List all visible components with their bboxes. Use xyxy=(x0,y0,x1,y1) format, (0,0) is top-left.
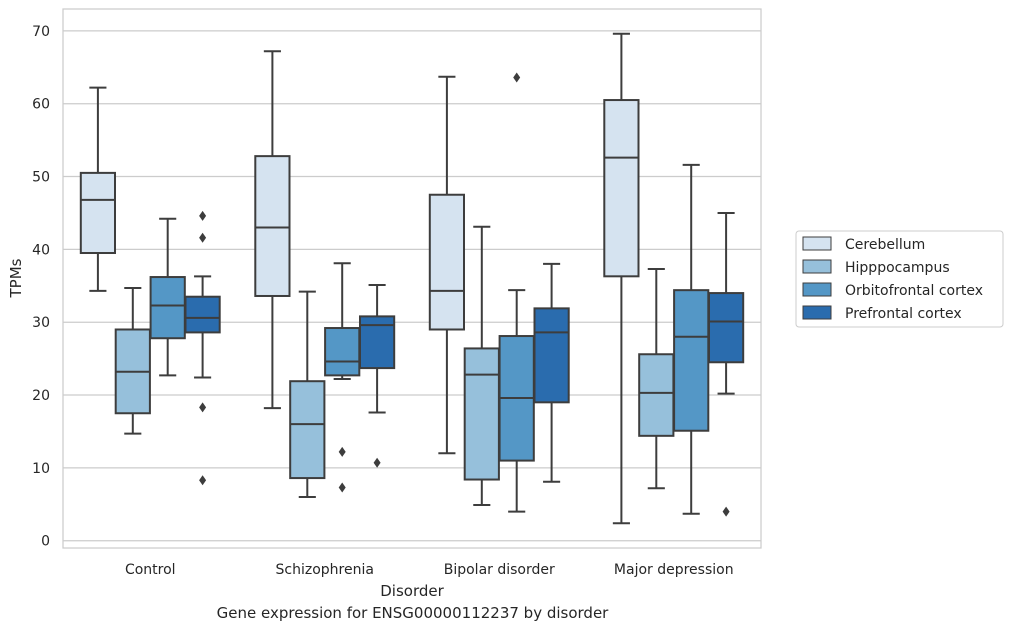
outlier-point xyxy=(513,72,521,83)
box-series xyxy=(79,32,745,525)
outlier-point xyxy=(199,475,207,486)
legend: Cerebellum Hipppocampus Orbitofrontal cort… xyxy=(795,230,1004,328)
outlier-point xyxy=(199,402,207,413)
legend-label: Hipppocampus xyxy=(845,260,950,276)
x-tick-label: Control xyxy=(125,562,176,578)
box-group xyxy=(114,286,151,435)
legend-label: Prefrontal cortex xyxy=(845,306,962,322)
plot-area-frame xyxy=(62,8,762,549)
box xyxy=(603,99,640,278)
box xyxy=(324,327,361,377)
outlier-point xyxy=(373,457,381,468)
box xyxy=(707,292,745,364)
outlier-point xyxy=(338,482,346,493)
y-tick-label: 70 xyxy=(32,24,50,40)
box-group xyxy=(638,268,675,490)
legend-label: Orbitofrontal cortex xyxy=(845,283,983,299)
legend-frame xyxy=(795,230,1004,328)
x-tick-label: Bipolar disorder xyxy=(444,562,555,578)
outlier-point xyxy=(199,210,207,221)
y-tick-label: 50 xyxy=(32,170,50,186)
box xyxy=(463,347,500,481)
box xyxy=(254,155,291,297)
x-tick-label: Schizophrenia xyxy=(276,562,374,578)
y-tick-label: 40 xyxy=(32,242,50,258)
box xyxy=(533,307,570,404)
box-group xyxy=(254,50,291,410)
y-axis-label: TPMs xyxy=(7,258,25,298)
outlier-point xyxy=(199,232,207,243)
legend-label: Cerebellum xyxy=(845,237,925,253)
box-group xyxy=(324,262,361,493)
box-group xyxy=(428,75,466,455)
x-tick-label: Major depression xyxy=(614,562,734,578)
box-group xyxy=(358,284,396,468)
box xyxy=(673,289,710,432)
legend-swatch xyxy=(802,259,832,274)
box xyxy=(149,276,186,340)
outlier-point xyxy=(338,446,346,457)
box-group xyxy=(603,32,640,525)
outlier-point xyxy=(722,506,730,517)
box-group xyxy=(149,217,186,377)
legend-swatch xyxy=(802,305,832,320)
chart-caption: Gene expression for ENSG00000112237 by d… xyxy=(216,604,609,622)
box xyxy=(638,353,675,437)
box-group xyxy=(673,163,710,515)
box xyxy=(79,171,117,255)
x-axis-label: Disorder xyxy=(380,582,444,600)
box-group xyxy=(289,290,326,499)
y-tick-label: 30 xyxy=(32,315,50,331)
y-tick-label: 10 xyxy=(32,461,50,477)
x-tick-labels: Control Schizophrenia Bipolar disorder Majo… xyxy=(125,562,734,578)
box xyxy=(184,295,221,334)
legend-swatch xyxy=(802,236,832,251)
y-tick-labels: 0 10 20 30 40 50 60 70 xyxy=(32,24,50,550)
y-tick-label: 60 xyxy=(32,97,50,113)
box-group xyxy=(498,72,535,513)
box-group xyxy=(463,225,500,507)
box-group xyxy=(707,211,745,517)
box-group xyxy=(79,86,117,292)
box xyxy=(289,380,326,480)
legend-swatch xyxy=(802,282,832,297)
y-tick-label: 0 xyxy=(41,534,50,550)
box-group xyxy=(533,262,570,483)
box xyxy=(428,193,466,331)
box-group xyxy=(184,210,221,486)
y-tick-label: 20 xyxy=(32,388,50,404)
